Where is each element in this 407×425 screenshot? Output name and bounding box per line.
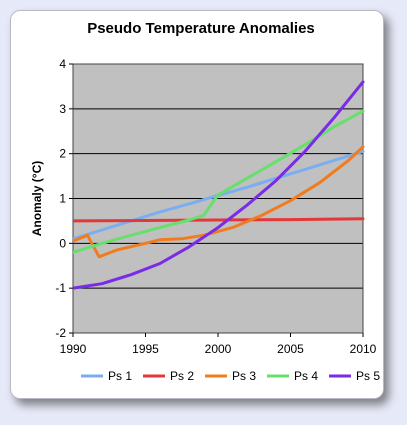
x-tick-label: 1990 xyxy=(60,342,87,356)
legend-label-5: Ps 5 xyxy=(356,369,380,383)
y-tick-label: 0 xyxy=(59,236,66,250)
x-tick-label: 2005 xyxy=(277,342,304,356)
line-chart: Pseudo Temperature Anomalies Anomaly (°C… xyxy=(30,20,380,383)
legend-label-4: Ps 4 xyxy=(294,369,318,383)
legend-label-2: Ps 2 xyxy=(170,369,194,383)
y-axis-label: Anomaly (°C) xyxy=(30,161,44,236)
series-line-5 xyxy=(73,80,365,290)
legend-label-1: Ps 1 xyxy=(108,369,132,383)
x-tick-label: 2010 xyxy=(350,342,377,356)
chart-title: Pseudo Temperature Anomalies xyxy=(87,20,315,37)
y-tick-label: 1 xyxy=(59,192,66,206)
x-tick-label: 1995 xyxy=(132,342,159,356)
series-line-3 xyxy=(73,145,365,259)
y-tick-label: 2 xyxy=(59,147,66,161)
plot-area: -2 -1 0 1 2 3 4 1990 1995 2000 2005 2010 xyxy=(55,57,376,356)
x-tick-label: 2000 xyxy=(205,342,232,356)
y-tick-label: 3 xyxy=(59,102,66,116)
y-tick-label: -2 xyxy=(55,326,66,340)
y-tick-label: 4 xyxy=(59,57,66,71)
y-tick-label: -1 xyxy=(55,281,66,295)
chart-card: Pseudo Temperature Anomalies Anomaly (°C… xyxy=(10,10,384,399)
series-line-4 xyxy=(73,109,365,254)
legend: Ps 1 Ps 2 Ps 3 Ps 4 Ps 5 xyxy=(81,369,380,383)
series-line-2 xyxy=(73,217,365,223)
legend-label-3: Ps 3 xyxy=(232,369,256,383)
